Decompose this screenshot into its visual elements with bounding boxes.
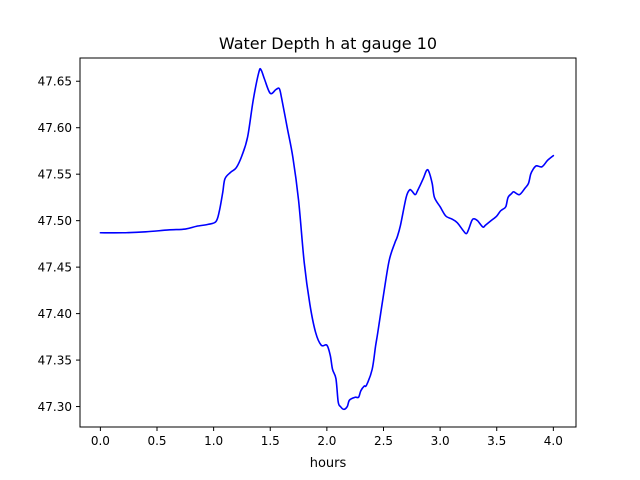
x-tick-label: 3.5 bbox=[487, 434, 506, 448]
series-line-water-depth bbox=[99, 67, 555, 411]
plot-frame bbox=[79, 57, 577, 428]
x-tick-label: 0.0 bbox=[91, 434, 110, 448]
y-tick-label: 47.60 bbox=[38, 121, 72, 135]
y-tick-label: 47.35 bbox=[38, 354, 72, 368]
x-tick-label: 4.0 bbox=[544, 434, 563, 448]
y-tick-label: 47.30 bbox=[38, 400, 72, 414]
y-axis: 47.30 47.35 47.40 47.45 47.50 47.55 47.60 47.65 bbox=[38, 75, 80, 414]
x-tick-label: 0.5 bbox=[147, 434, 166, 448]
x-tick-label: 2.5 bbox=[374, 434, 393, 448]
x-tick-label: 1.0 bbox=[204, 434, 223, 448]
x-axis: 0.0 0.5 1.0 1.5 2.0 2.5 3.0 3.5 4.0 bbox=[91, 427, 563, 448]
y-tick-label: 47.65 bbox=[38, 75, 72, 89]
x-axis-label: hours bbox=[310, 456, 347, 471]
y-tick-label: 47.45 bbox=[38, 261, 72, 275]
y-tick-label: 47.50 bbox=[38, 214, 72, 228]
y-tick-label: 47.40 bbox=[38, 307, 72, 321]
x-tick-label: 2.0 bbox=[317, 434, 336, 448]
x-tick-label: 3.0 bbox=[431, 434, 450, 448]
y-tick-label: 47.55 bbox=[38, 168, 72, 182]
chart-title: Water Depth h at gauge 10 bbox=[219, 34, 437, 53]
x-tick-label: 1.5 bbox=[261, 434, 280, 448]
